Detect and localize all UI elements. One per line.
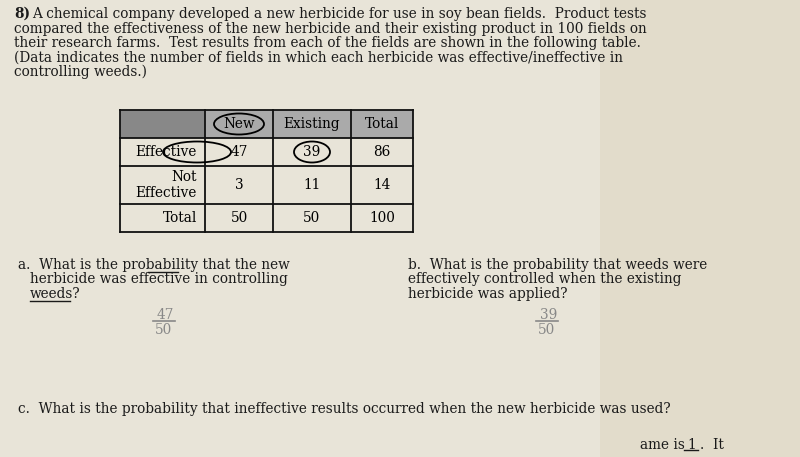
Bar [600, 0, 800, 457]
Text: herbicide was applied?: herbicide was applied? [408, 287, 567, 301]
Text: 14: 14 [374, 178, 390, 192]
Text: A chemical company developed a new herbicide for use in soy bean fields.  Produc: A chemical company developed a new herbi… [32, 7, 646, 21]
Text: controlling weeds.): controlling weeds.) [14, 65, 147, 80]
Text: weeds?: weeds? [30, 287, 81, 301]
Text: b.  What is the probability that weeds were: b. What is the probability that weeds we… [408, 258, 707, 272]
Text: c.  What is the probability that ineffective results occurred when the new herbi: c. What is the probability that ineffect… [18, 402, 670, 416]
Text: New: New [223, 117, 254, 131]
Text: effectively controlled when the existing: effectively controlled when the existing [408, 272, 682, 287]
Text: Existing: Existing [284, 117, 340, 131]
Text: Effective: Effective [136, 145, 197, 159]
Text: Total: Total [162, 211, 197, 225]
Text: 8): 8) [14, 7, 30, 21]
Text: 1: 1 [687, 438, 696, 452]
Text: herbicide was effective in controlling: herbicide was effective in controlling [30, 272, 288, 287]
Bar [120, 110, 413, 138]
Text: 50: 50 [538, 323, 555, 337]
Text: (Data indicates the number of fields in which each herbicide was effective/ineff: (Data indicates the number of fields in … [14, 51, 623, 64]
Text: 50: 50 [303, 211, 321, 225]
Text: compared the effectiveness of the new herbicide and their existing product in 10: compared the effectiveness of the new he… [14, 21, 646, 36]
Text: 100: 100 [369, 211, 395, 225]
Text: _: _ [684, 451, 691, 457]
Text: ame is: ame is [640, 438, 685, 452]
Text: 47: 47 [157, 308, 174, 322]
Text: 86: 86 [374, 145, 390, 159]
Text: Not
Effective: Not Effective [136, 170, 197, 200]
Text: a.  What is the probability that the new: a. What is the probability that the new [18, 258, 290, 272]
Text: Total: Total [365, 117, 399, 131]
Text: 3: 3 [234, 178, 243, 192]
Text: 39: 39 [540, 308, 558, 322]
Text: their research farms.  Test results from each of the fields are shown in the fol: their research farms. Test results from … [14, 36, 641, 50]
Text: 50: 50 [230, 211, 248, 225]
Bar [120, 110, 205, 138]
Text: 11: 11 [303, 178, 321, 192]
Text: 39: 39 [303, 145, 321, 159]
Text: 50: 50 [155, 323, 172, 337]
Text: 47: 47 [230, 145, 248, 159]
Text: .  It: . It [700, 438, 724, 452]
